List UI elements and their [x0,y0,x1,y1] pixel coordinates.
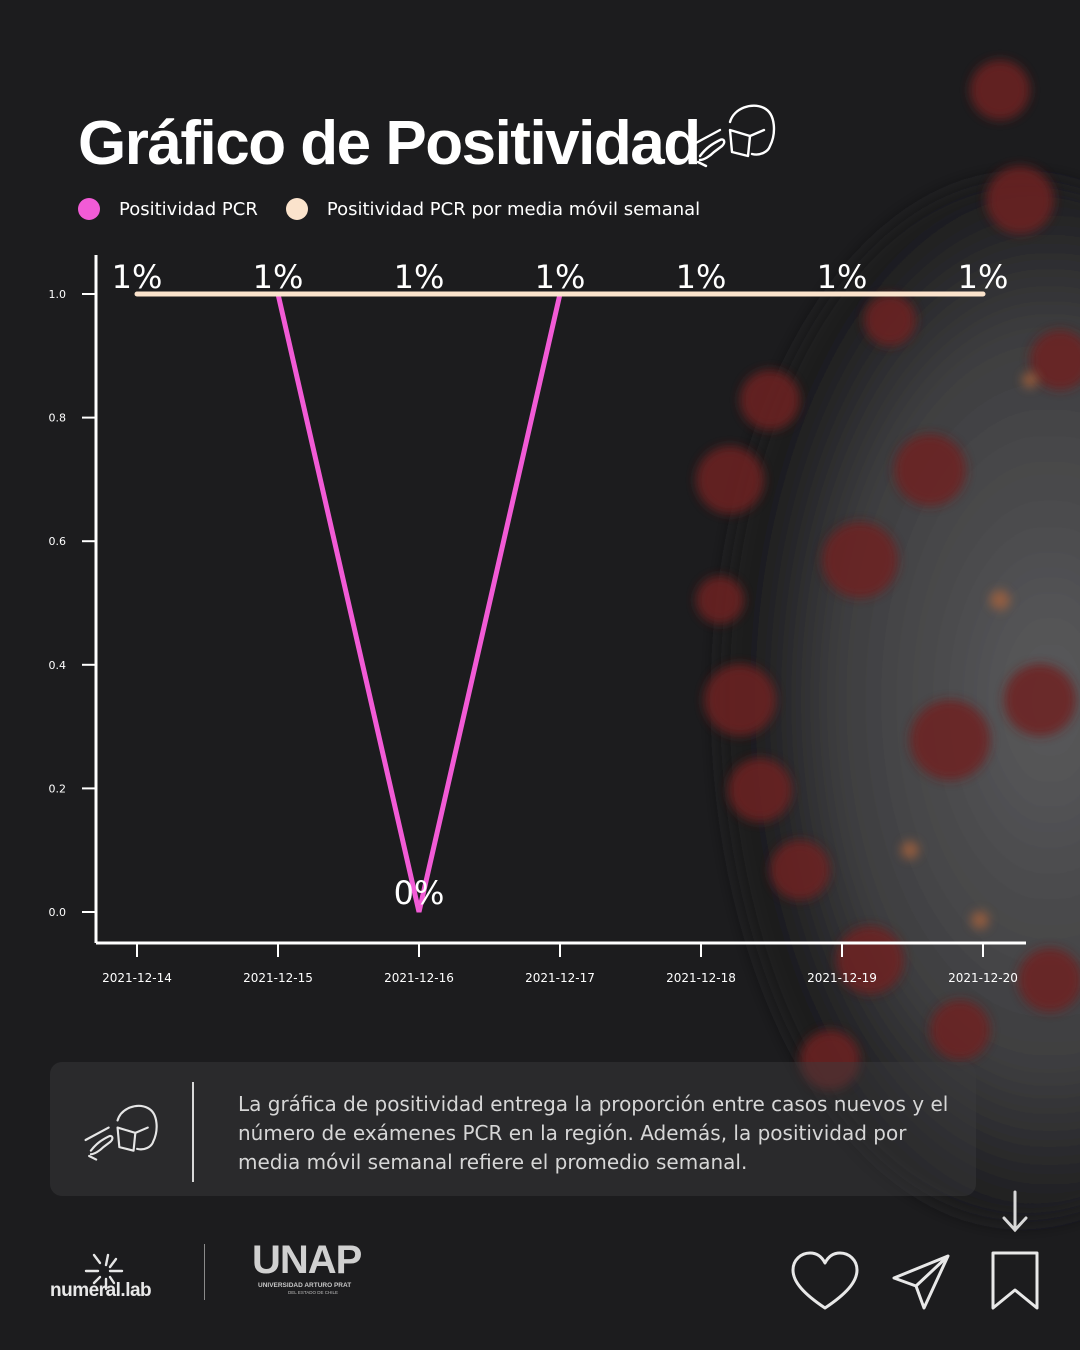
x-tick-label: 2021-12-14 [102,971,172,985]
data-label: 1% [958,258,1009,296]
heart-icon[interactable] [790,1250,860,1314]
data-label: 1% [676,258,727,296]
numeral-lab-logo-icon [84,1253,124,1291]
info-divider [192,1082,194,1182]
x-tick-label: 2021-12-18 [666,971,736,985]
info-box: La gráfica de positividad entrega la pro… [50,1062,976,1196]
footer-divider [204,1244,205,1300]
data-label: 1% [394,258,445,296]
x-tick-label: 2021-12-19 [807,971,877,985]
legend-label-moving-average: Positividad PCR por media móvil semanal [326,198,701,220]
legend-item-pcr: Positividad PCR [78,198,258,220]
y-tick-label: 0.8 [49,412,67,425]
unap-logo-text: UNAP [252,1238,362,1282]
y-tick-label: 0.4 [49,659,67,672]
y-tick-label: 0.0 [49,906,67,919]
y-tick-label: 0.2 [49,782,67,795]
legend-dot-moving-average [285,198,308,220]
series-line-0 [275,291,563,913]
data-label: 0% [394,874,445,912]
data-label: 1% [817,258,868,296]
x-tick-label: 2021-12-15 [243,971,313,985]
page-title: Gráfico de Positividad [78,109,701,178]
info-description: La gráfica de positividad entrega la pro… [238,1092,949,1174]
chart-legend: Positividad PCR Positividad PCR por medi… [78,198,728,220]
data-label: 1% [535,258,586,296]
x-tick-label: 2021-12-20 [948,971,1018,985]
x-tick-label: 2021-12-17 [525,971,595,985]
data-label: 1% [253,258,304,296]
x-tick-label: 2021-12-16 [384,971,454,985]
y-tick-label: 0.6 [49,535,67,548]
legend-dot-pcr [78,198,100,220]
bookmark-icon[interactable] [990,1250,1040,1312]
swab-test-icon [692,104,776,168]
unap-logo-subtitle-2: DEL ESTADO DE CHILE [288,1290,339,1295]
arrow-down-icon [1002,1190,1028,1233]
send-icon[interactable] [890,1252,952,1312]
legend-item-moving-average: Positividad PCR por media móvil semanal [285,198,701,220]
numeral-lab-logo-text: numeral.lab [50,1280,152,1301]
positivity-line-chart: 0.0 0.2 0.4 0.6 0.8 1.0 2021-12-14 2021-12-15 20… [49,255,1026,985]
legend-label-pcr: Positividad PCR [119,198,258,220]
data-label: 1% [112,258,163,296]
y-tick-label: 1.0 [49,288,67,301]
unap-logo-subtitle: UNIVERSIDAD ARTURO PRAT [258,1282,352,1289]
unap-logo: UNAP UNIVERSIDAD ARTURO PRAT DEL ESTADO … [252,1240,372,1300]
swab-test-icon [84,1104,158,1161]
